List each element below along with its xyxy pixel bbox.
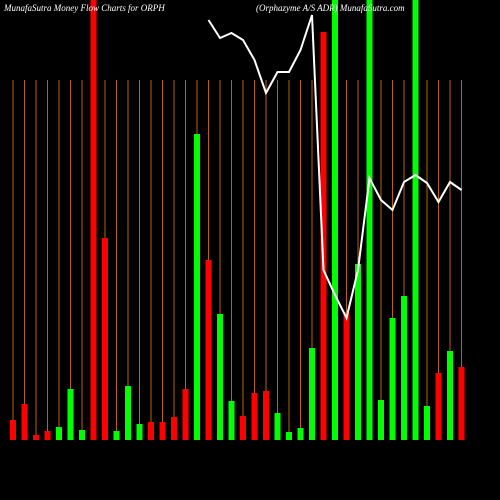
bar [251,393,258,440]
bar [297,428,304,440]
bar [240,416,246,440]
bar [205,260,212,440]
bar [21,404,28,440]
bar [263,391,269,440]
bar [458,367,465,440]
bar [56,427,62,440]
bar [401,296,407,440]
bar [159,422,166,440]
bar [148,422,154,440]
bar [102,238,108,440]
bar [67,389,74,440]
bar [378,400,384,440]
bar [44,431,51,440]
bar [136,424,143,440]
bar [412,0,419,440]
bar [332,0,338,440]
chart-title: MunafaSutra Money Flow Charts for ORPH [3,3,165,13]
bar [194,134,200,440]
bar [447,351,453,440]
bar [33,435,39,440]
bar [366,0,373,440]
bar [309,348,315,440]
bar [343,312,350,440]
bar [320,32,327,440]
bar [10,420,16,440]
bar [79,430,85,440]
bar [355,264,361,440]
bar [228,401,235,440]
bar [286,432,292,440]
bar [274,413,281,440]
bar [125,386,131,440]
chart-subtitle: (Orphazyme A/S ADR) MunafaSutra.com [256,3,405,13]
bar [424,406,430,440]
bar [389,318,396,440]
bar [182,389,189,440]
bar [171,417,177,440]
bar [113,431,120,440]
money-flow-line [207,14,463,321]
bar [90,0,97,440]
bar [435,373,442,440]
bar [217,314,223,440]
